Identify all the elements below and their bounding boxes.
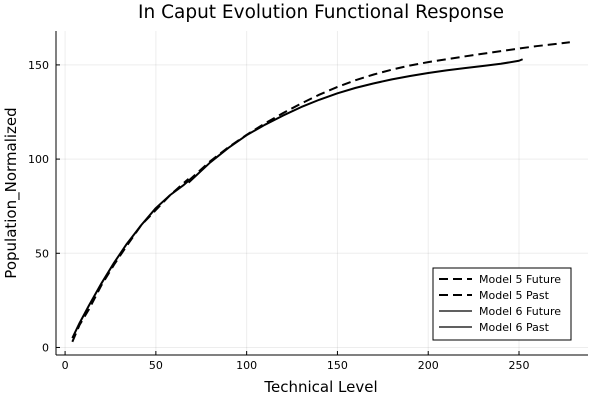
legend-label: Model 5 Future bbox=[479, 273, 561, 286]
y-ticks: 0 50 100 150 bbox=[28, 59, 60, 354]
legend: Model 5 Future Model 5 Past Model 6 Future… bbox=[432, 267, 572, 341]
legend-label: Model 5 Past bbox=[479, 289, 550, 302]
y-tick-label: 100 bbox=[28, 153, 49, 166]
legend-label: Model 6 Past bbox=[479, 321, 550, 334]
legend-label: Model 6 Future bbox=[479, 305, 561, 318]
x-tick-label: 150 bbox=[327, 359, 348, 372]
x-tick-label: 250 bbox=[509, 359, 530, 372]
series-line-model-5-past bbox=[71, 178, 190, 343]
series-lines bbox=[71, 41, 570, 343]
legend-items: Model 5 Future Model 5 Past Model 6 Future… bbox=[439, 273, 561, 334]
x-tick-label: 200 bbox=[418, 359, 439, 372]
y-tick-label: 150 bbox=[28, 59, 49, 72]
chart-title: In Caput Evolution Functional Response bbox=[138, 2, 504, 23]
y-tick-label: 0 bbox=[42, 341, 49, 354]
x-axis-label: Technical Level bbox=[263, 378, 377, 396]
series-line-model-5-future bbox=[187, 41, 570, 182]
series-line-model-6-past bbox=[71, 180, 190, 339]
series-line-model-6-future bbox=[187, 58, 524, 184]
y-tick-label: 50 bbox=[35, 247, 49, 260]
y-axis-label: Population_Normalized bbox=[2, 107, 21, 278]
axes bbox=[55, 31, 588, 356]
x-tick-label: 50 bbox=[149, 359, 163, 372]
x-tick-label: 0 bbox=[62, 359, 69, 372]
x-tick-label: 100 bbox=[236, 359, 257, 372]
x-ticks: 0 50 100 150 200 250 bbox=[62, 351, 530, 372]
